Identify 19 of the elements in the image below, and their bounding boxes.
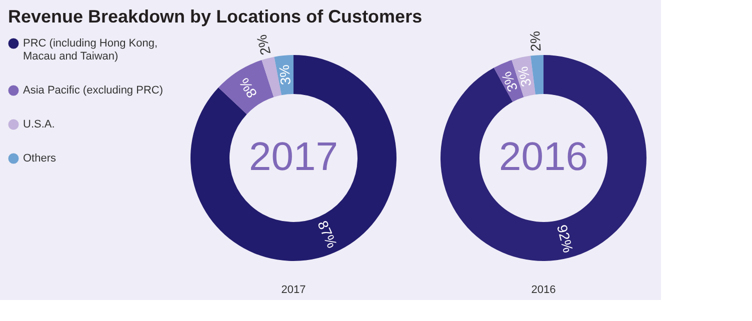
data-label: 87% — [314, 218, 340, 250]
data-label: 3% — [276, 64, 294, 86]
donut-slice — [190, 55, 396, 261]
donut-slice — [440, 55, 646, 261]
legend-label: Others — [23, 152, 57, 164]
data-label: 2% — [253, 33, 274, 57]
donut-slice — [218, 60, 274, 114]
text: 2016 — [499, 135, 588, 179]
data-label: 92% — [554, 223, 576, 254]
chart-title: Revenue Breakdown by Locations of Customers — [8, 6, 422, 27]
data-label: 8% — [236, 75, 260, 101]
donut-slice — [530, 55, 544, 95]
text: 2017 — [281, 284, 306, 296]
legend-label: Asia Pacific (excluding PRC) — [23, 84, 163, 96]
data-label: 2% — [526, 30, 544, 52]
legend-label: PRC (including Hong Kong, Macau and Taiwan) — [23, 38, 158, 62]
text: 2017 — [249, 135, 338, 179]
text: 2016 — [531, 284, 556, 296]
legend-label: U.S.A. — [23, 118, 55, 130]
